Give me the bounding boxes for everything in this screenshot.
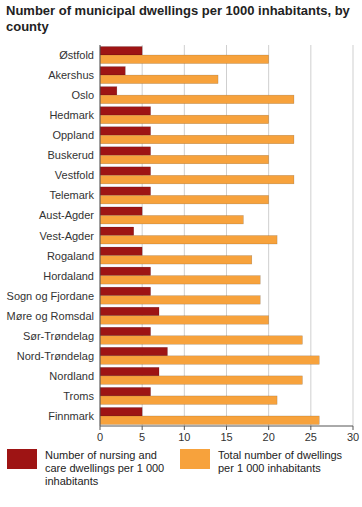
category-label: Møre og Romsdal <box>7 310 94 322</box>
bar <box>100 107 151 116</box>
legend-label: Number of nursing and care dwellings per… <box>45 449 180 488</box>
bar <box>100 175 294 184</box>
category-label: Nordland <box>49 370 94 382</box>
tick-mark <box>184 426 185 430</box>
tick-mark <box>310 426 311 430</box>
bar <box>100 416 319 425</box>
bar <box>100 227 134 236</box>
bar <box>100 336 302 345</box>
category-label: Finnmark <box>48 410 94 422</box>
category-label: Troms <box>63 390 94 402</box>
bar <box>100 47 142 56</box>
tick-label: 20 <box>263 431 275 443</box>
legend-swatch <box>180 449 210 469</box>
category-label: Buskerud <box>48 149 94 161</box>
bar <box>100 155 269 164</box>
category-label: Sør-Trøndelag <box>23 330 94 342</box>
grid-line <box>100 45 101 426</box>
bar <box>100 376 302 385</box>
bar <box>100 127 151 136</box>
title: Number of municipal dwellings per 1000 i… <box>6 3 356 35</box>
bar <box>100 87 117 96</box>
bar <box>100 327 151 336</box>
bar <box>100 256 252 264</box>
bar <box>100 407 142 416</box>
tick-mark <box>142 426 143 430</box>
bar <box>100 296 260 305</box>
category-label: Aust-Agder <box>39 209 94 221</box>
chart: 0 5 10 15 20 25 30 Østfold Akershus Oslo Hedmark Op… <box>0 0 362 507</box>
bar <box>100 367 159 376</box>
category-label: Rogaland <box>47 250 94 262</box>
bar <box>100 276 260 285</box>
category-label: Hordaland <box>43 270 94 282</box>
bar <box>100 247 142 256</box>
bars <box>100 47 319 425</box>
tick-label: 10 <box>178 431 190 443</box>
bar <box>100 215 243 224</box>
category-label: Østfold <box>59 49 94 61</box>
tick-label: 15 <box>220 431 232 443</box>
bar <box>100 55 269 64</box>
category-label: Vestfold <box>55 169 94 181</box>
tick-label: 30 <box>347 431 359 443</box>
bar <box>100 387 151 396</box>
legend-label: Total number of dwellings per 1 000 inha… <box>218 449 353 475</box>
category-label: Vest-Agder <box>40 230 95 242</box>
bar <box>100 195 269 204</box>
tick-mark <box>353 426 354 430</box>
category-label: Sogn og Fjordane <box>7 290 94 302</box>
bar <box>100 396 277 405</box>
bar <box>100 95 294 104</box>
bar <box>100 316 269 325</box>
bar <box>100 67 125 76</box>
tick-mark <box>100 426 101 430</box>
bar <box>100 135 294 144</box>
grid-line <box>310 45 311 426</box>
category-label: Oppland <box>52 129 94 141</box>
category-label: Oslo <box>71 89 94 101</box>
bar <box>100 75 218 84</box>
category-label: Nord-Trøndelag <box>17 350 94 362</box>
bar <box>100 267 151 276</box>
bar <box>100 236 277 245</box>
legend-swatch <box>7 449 37 469</box>
bar <box>100 307 159 316</box>
bar <box>100 187 151 196</box>
bar <box>100 167 151 176</box>
axis-line <box>100 45 101 426</box>
axis-line <box>100 426 353 427</box>
category-label: Hedmark <box>49 109 94 121</box>
bar <box>100 207 142 216</box>
grid-line <box>353 45 354 426</box>
tick-label: 5 <box>139 431 145 443</box>
tick-mark <box>268 426 269 430</box>
tick-label: 0 <box>97 431 103 443</box>
tick-mark <box>226 426 227 430</box>
bar <box>100 347 167 356</box>
bar <box>100 147 151 156</box>
tick-label: 25 <box>305 431 317 443</box>
bar <box>100 356 319 365</box>
category-label: Akershus <box>48 69 94 81</box>
category-label: Telemark <box>49 189 94 201</box>
bar <box>100 115 269 124</box>
bar <box>100 287 151 296</box>
